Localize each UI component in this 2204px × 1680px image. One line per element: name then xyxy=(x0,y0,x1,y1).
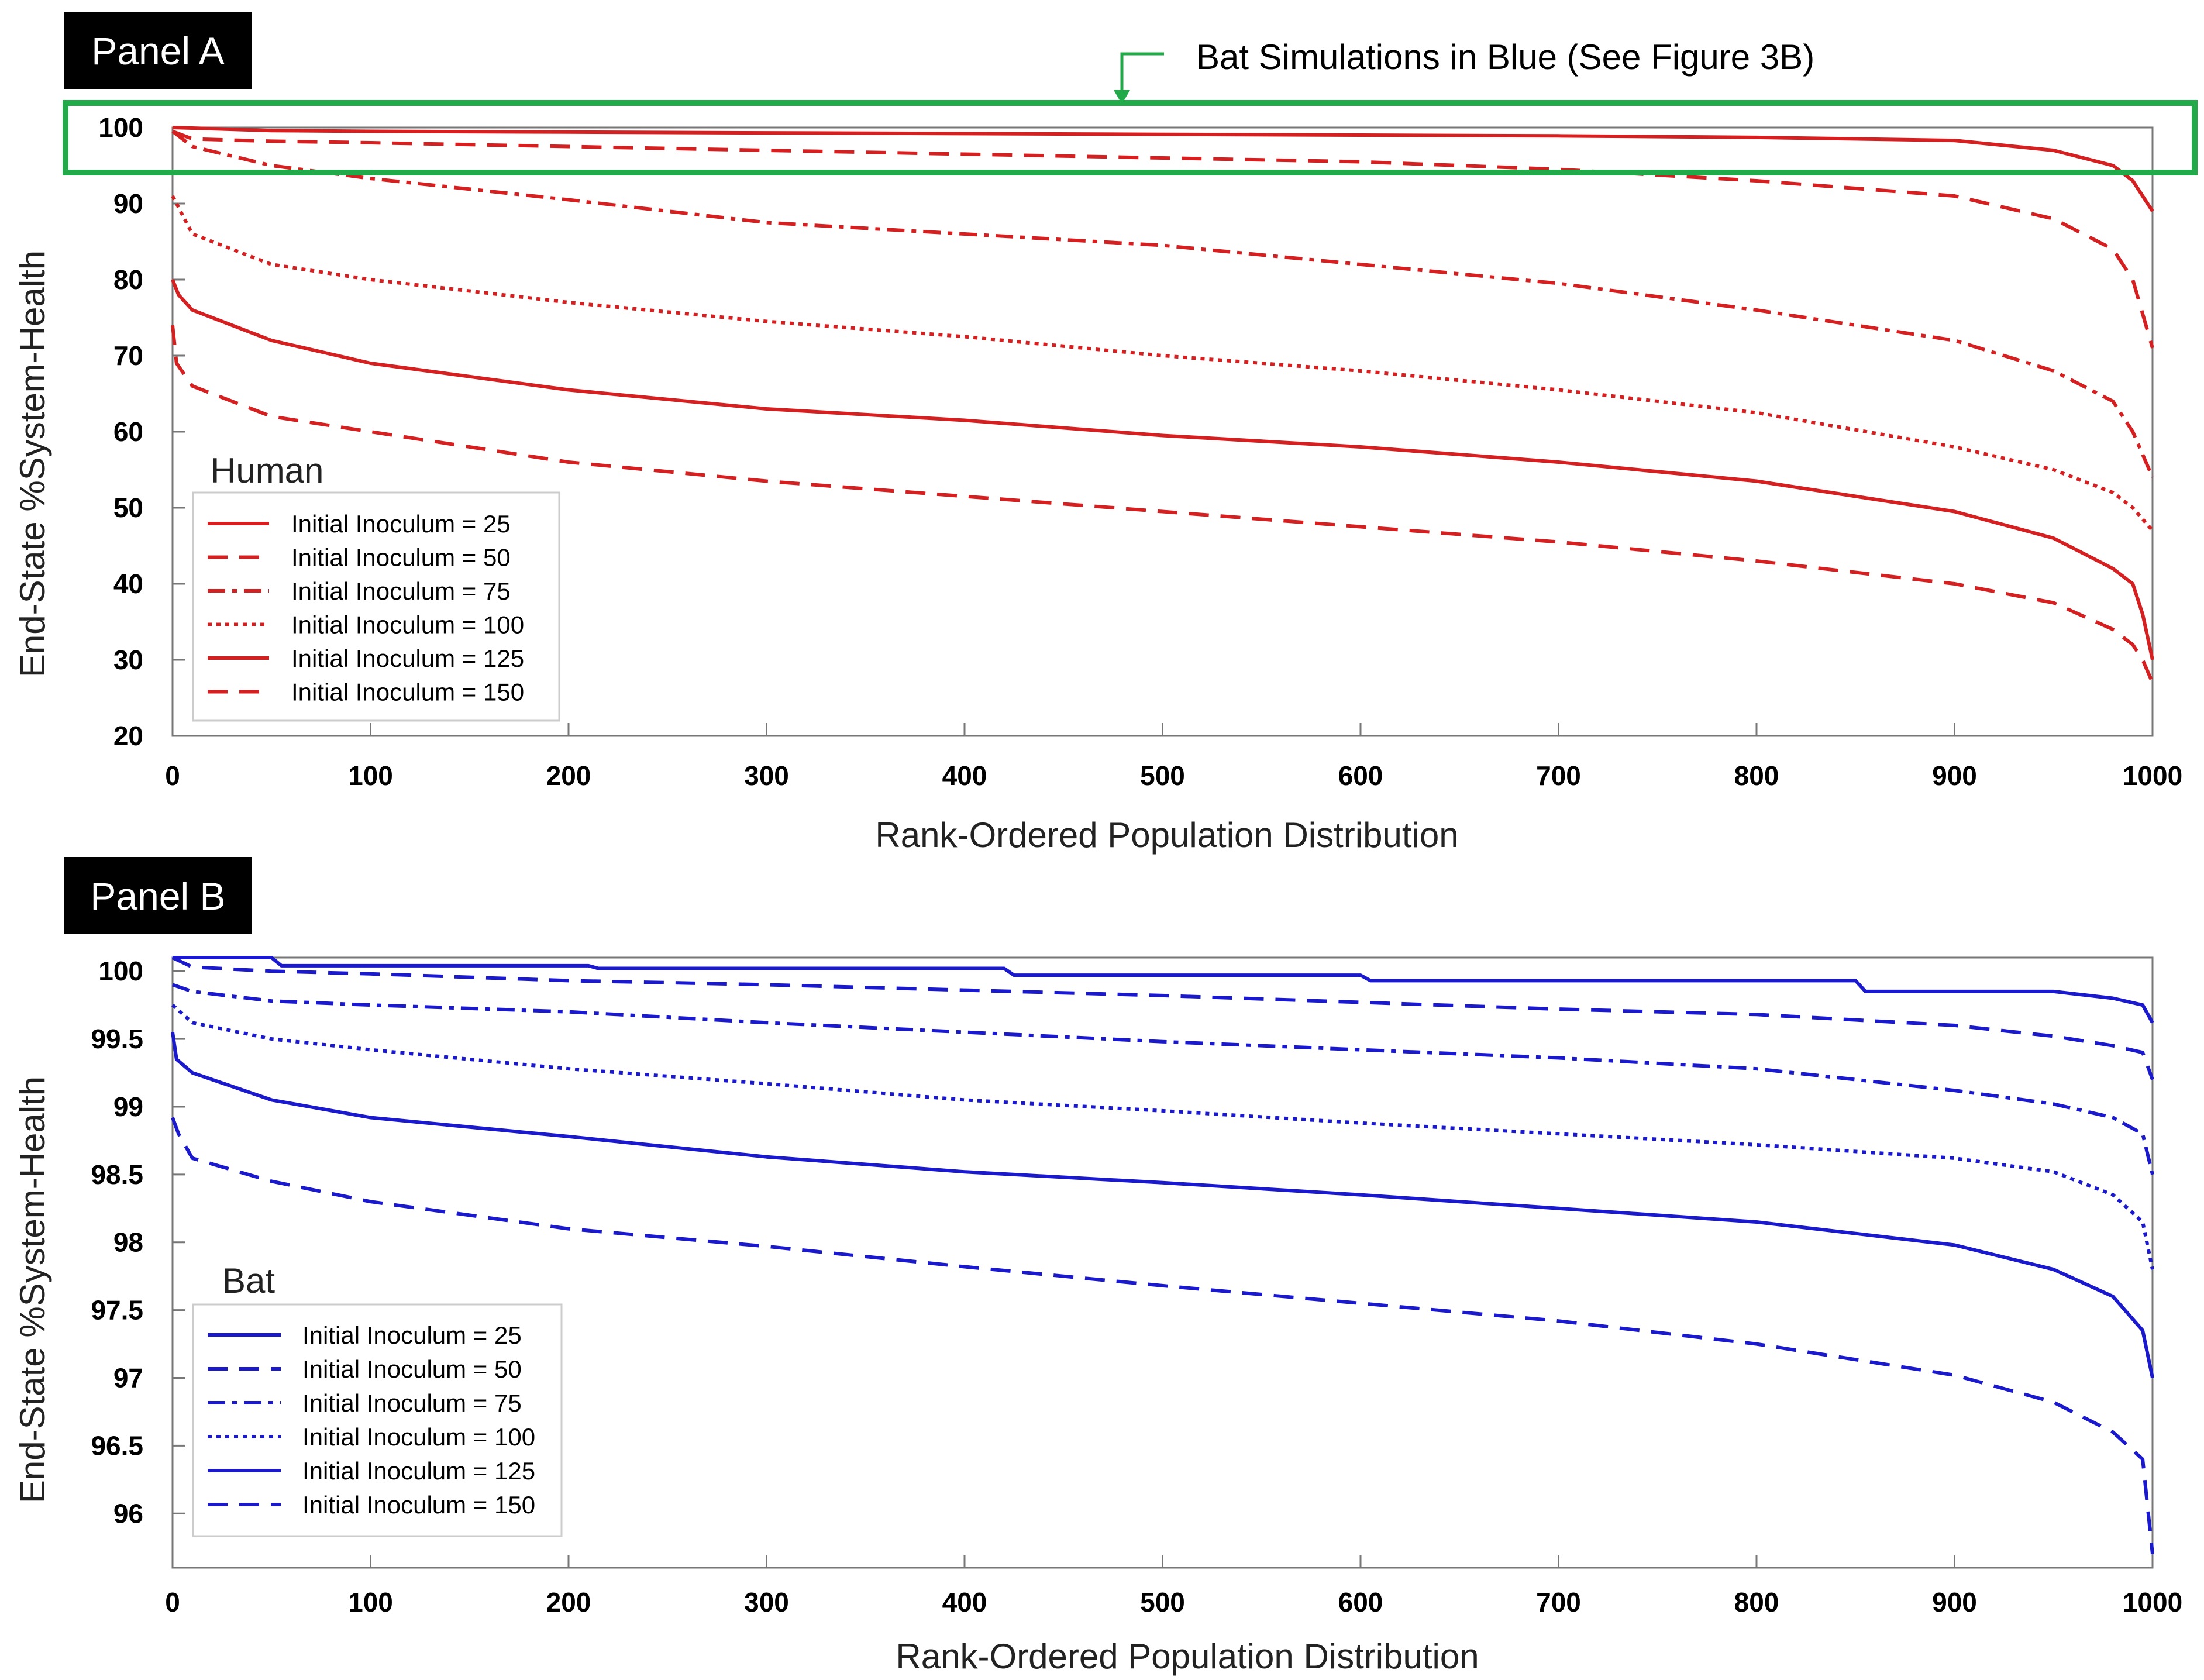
panel-a: Panel A 0 100 200 300 400 500 600 700 800 900 1000… xyxy=(13,12,2182,855)
panel-b-legend-label: Initial Inoculum = 75 xyxy=(302,1389,522,1417)
panel-b-legend-label: Initial Inoculum = 100 xyxy=(302,1423,535,1451)
annotation-arrow-icon xyxy=(1120,52,1164,94)
panel-b-xlabel: Rank-Ordered Population Distribution xyxy=(896,1637,1479,1676)
panel-b-series-line-6 xyxy=(171,1117,2154,1555)
panel-a-legend-label: Initial Inoculum = 150 xyxy=(291,679,524,706)
panel-a-x-tick-label: 600 xyxy=(1338,760,1383,791)
panel-a-legend-box xyxy=(192,491,560,722)
panel-a-legend-label: Initial Inoculum = 50 xyxy=(291,544,511,572)
panel-a-xlabel: Rank-Ordered Population Distribution xyxy=(875,815,1458,855)
panel-a-x-tick-label: 700 xyxy=(1536,760,1581,791)
panel-b-series-line-1 xyxy=(173,956,2154,1024)
panel-b-y-tick-label: 99 xyxy=(113,1092,143,1122)
panel-a-x-tick-label: 100 xyxy=(348,760,393,791)
panel-a-x-tick-label: 0 xyxy=(165,760,180,791)
panel-b-series-line-2 xyxy=(171,956,2154,1080)
annotation-text: Bat Simulations in Blue (See Figure 3B) xyxy=(1196,37,1814,77)
panel-a-series-line-4 xyxy=(171,195,2154,532)
panel-a-series-line-1 xyxy=(172,126,2154,212)
panel-b-label: Panel B xyxy=(90,875,225,918)
panel-b-badge xyxy=(64,857,252,934)
panel-b-series xyxy=(171,956,2154,1555)
panel-b-axes: 0 100 200 300 400 500 600 700 800 900 1000 96 96.5 97… xyxy=(91,956,2182,1617)
panel-b-y-tick-label: 98 xyxy=(113,1227,143,1258)
panel-b-x-tick-label: 100 xyxy=(348,1587,393,1617)
panel-a-label: Panel A xyxy=(91,29,225,73)
panel-b-x-tick-label: 0 xyxy=(165,1587,180,1617)
panel-b-y-tick-label: 97 xyxy=(113,1363,143,1393)
panel-a-y-tick-label: 40 xyxy=(113,569,143,599)
panel-a-y-tick-label: 50 xyxy=(113,493,143,523)
panel-b-legend-box xyxy=(192,1303,563,1537)
panel-a-legend-label: Initial Inoculum = 75 xyxy=(291,577,511,605)
panel-a-y-tick-label: 80 xyxy=(113,264,143,295)
panel-b-y-tick-label: 99.5 xyxy=(91,1024,143,1054)
panel-b-series-line-4 xyxy=(171,1003,2154,1270)
panel-a-y-tick-label: 90 xyxy=(113,188,143,219)
panel-b-series-line-5 xyxy=(171,1032,2154,1379)
panel-a-legend-label: Initial Inoculum = 25 xyxy=(291,510,511,538)
panel-a-badge xyxy=(64,12,252,89)
panel-a-x-tick-label: 800 xyxy=(1734,760,1779,791)
panel-b-legend-label: Initial Inoculum = 50 xyxy=(302,1355,522,1383)
panel-a-y-tick-label: 20 xyxy=(113,721,143,751)
panel-b-legend-label: Initial Inoculum = 25 xyxy=(302,1321,522,1349)
panel-b-y-tick-label: 98.5 xyxy=(91,1159,143,1190)
panel-b-species-label: Bat xyxy=(222,1261,275,1300)
panel-b-y-tick-label: 96.5 xyxy=(91,1430,143,1461)
annotation-arrowhead-icon xyxy=(1114,90,1130,104)
panel-a-series-line-3 xyxy=(171,130,2154,478)
panel-b: Panel B 0 100 200 300 400 500 600 700 800 900 1000… xyxy=(13,857,2182,1676)
panel-b-legend-label: Initial Inoculum = 150 xyxy=(302,1491,535,1519)
panel-b-x-tick-label: 500 xyxy=(1140,1587,1185,1617)
panel-a-x-tick-label: 500 xyxy=(1140,760,1185,791)
panel-a-series-line-5 xyxy=(171,278,2154,660)
panel-b-x-tick-label: 300 xyxy=(744,1587,789,1617)
bat-simulations-annotation: Bat Simulations in Blue (See Figure 3B) xyxy=(63,37,2198,175)
panel-a-axes: 0 100 200 300 400 500 600 700 800 900 1000 20 30 40 50… xyxy=(98,112,2182,791)
annotation-highlight-box xyxy=(63,100,2198,175)
panel-b-x-tick-label: 900 xyxy=(1932,1587,1977,1617)
panel-a-y-tick-label: 70 xyxy=(113,340,143,371)
panel-a-x-tick-label: 300 xyxy=(744,760,789,791)
panel-a-species-label: Human xyxy=(211,451,323,490)
panel-a-legend-label: Initial Inoculum = 100 xyxy=(291,611,524,639)
panel-a-x-tick-label: 1000 xyxy=(2123,760,2182,791)
panel-a-y-tick-label: 30 xyxy=(113,645,143,675)
panel-b-x-tick-label: 600 xyxy=(1338,1587,1383,1617)
panel-b-x-tick-label: 200 xyxy=(546,1587,591,1617)
panel-b-y-tick-label: 96 xyxy=(113,1498,143,1528)
panel-a-x-tick-label: 200 xyxy=(546,760,591,791)
panel-b-series-line-3 xyxy=(172,983,2154,1175)
panel-a-y-tick-label: 100 xyxy=(98,112,143,143)
panel-b-y-tick-label: 100 xyxy=(98,956,143,986)
panel-b-ylabel: End-State %System-Health xyxy=(13,1076,52,1503)
panel-b-x-tick-label: 800 xyxy=(1734,1587,1779,1617)
panel-b-legend: Initial Inoculum = 25 Initial Inoculum = … xyxy=(192,1303,563,1537)
panel-a-x-tick-label: 400 xyxy=(942,760,987,791)
panel-a-series-line-6 xyxy=(171,325,2154,684)
panel-a-ylabel: End-State %System-Health xyxy=(13,250,52,677)
panel-a-x-tick-label: 900 xyxy=(1932,760,1977,791)
panel-b-x-tick-label: 1000 xyxy=(2123,1587,2182,1617)
panel-b-x-tick-label: 400 xyxy=(942,1587,987,1617)
panel-b-legend-label: Initial Inoculum = 125 xyxy=(302,1457,535,1485)
panel-b-x-tick-label: 700 xyxy=(1536,1587,1581,1617)
panel-a-y-tick-label: 60 xyxy=(113,416,143,447)
panel-a-series-line-2 xyxy=(171,129,2154,349)
panel-b-y-tick-label: 97.5 xyxy=(91,1295,143,1326)
panel-a-legend-label: Initial Inoculum = 125 xyxy=(291,645,524,672)
panel-a-legend: Initial Inoculum = 25 Initial Inoculum = … xyxy=(192,491,560,722)
